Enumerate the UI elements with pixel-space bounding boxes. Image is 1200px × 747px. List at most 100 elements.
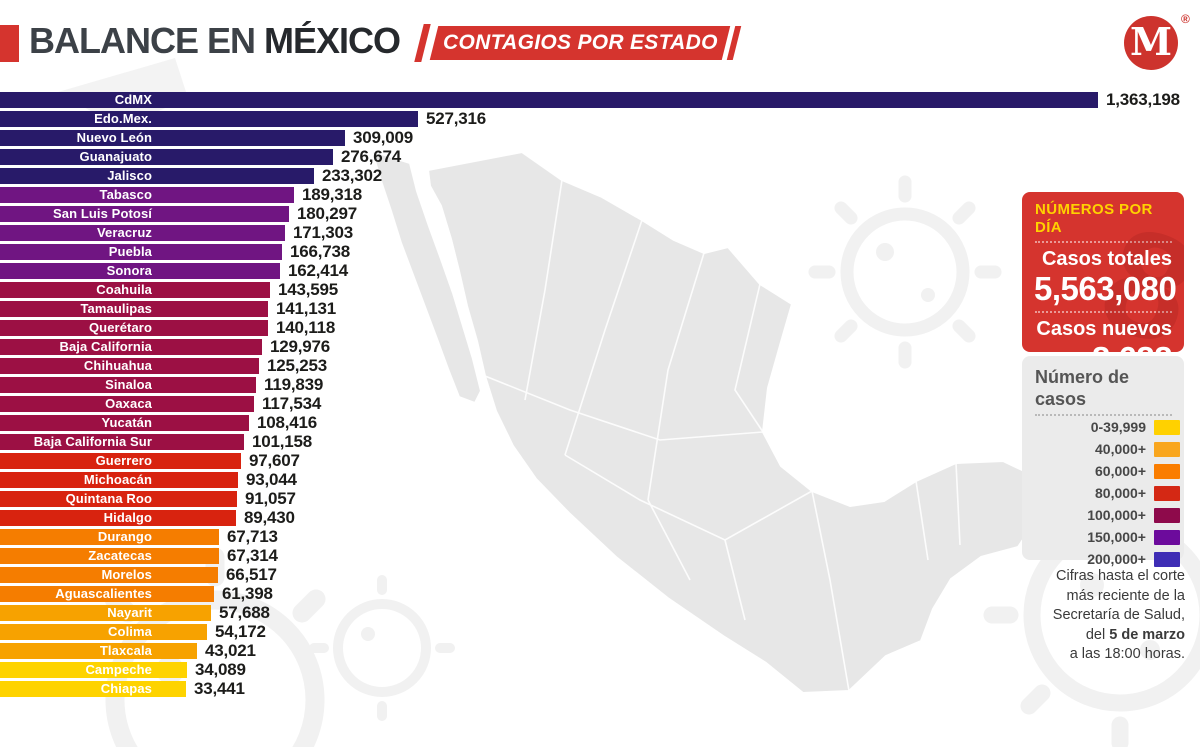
bar-row: Veracruz 171,303 xyxy=(0,223,1200,242)
value-label: 91,057 xyxy=(245,489,296,508)
bar xyxy=(0,453,241,469)
bar-row: Nuevo León 309,009 xyxy=(0,129,1200,147)
bar xyxy=(0,529,219,545)
legend-item: 80,000+ xyxy=(1022,486,1180,501)
state-label: Tamaulipas xyxy=(80,301,152,316)
bar xyxy=(0,472,238,488)
legend-color-swatch xyxy=(1154,420,1180,435)
total-cases-label: Casos totales xyxy=(1041,248,1172,270)
bar-row: Hidalgo 89,430 xyxy=(0,509,1200,527)
footnote: Cifras hasta el corte más reciente de la… xyxy=(1003,567,1185,665)
state-label: San Luis Potosí xyxy=(52,206,152,221)
bar-row: Sonora 162,414 xyxy=(0,261,1200,280)
bar xyxy=(0,301,268,317)
bar-row: Quintana Roo 91,057 xyxy=(0,489,1200,508)
state-label: Puebla xyxy=(108,244,152,259)
bar-row: Sinaloa 119,839 xyxy=(0,375,1200,394)
state-label: Colima xyxy=(108,624,152,639)
state-borders xyxy=(484,179,961,692)
mainland xyxy=(427,151,1042,694)
value-label: 61,398 xyxy=(222,584,273,603)
value-label: 97,607 xyxy=(249,451,300,470)
state-label: Sonora xyxy=(106,263,152,278)
legend-color-swatch xyxy=(1154,508,1180,523)
bar xyxy=(0,358,259,374)
bar xyxy=(0,149,333,165)
legend-item-label: 100,000+ xyxy=(1087,507,1146,523)
bar-chart: CdMX 1,363,198 Edo.Mex. 527,316 Nuevo León 30… xyxy=(0,90,1200,702)
bar-row: Coahuila 143,595 xyxy=(0,281,1200,299)
registered-mark: ® xyxy=(1181,12,1190,26)
bar xyxy=(0,681,186,697)
bar-row: Michoacán 93,044 xyxy=(0,471,1200,489)
bar xyxy=(0,168,314,184)
dotted-divider xyxy=(1035,241,1172,243)
state-label: Chihuahua xyxy=(83,358,152,373)
new-cases-label: Casos nuevos xyxy=(1036,318,1172,340)
state-label: Morelos xyxy=(101,567,152,582)
bar-row: Guanajuato 276,674 xyxy=(0,148,1200,166)
state-label: Chiapas xyxy=(100,681,152,696)
page-title-bold: MÉXICO xyxy=(264,20,401,61)
bar-row: Oaxaca 117,534 xyxy=(0,394,1200,413)
state-label: Tabasco xyxy=(99,187,152,202)
bar xyxy=(0,491,237,507)
value-label: 1,363,198 xyxy=(1106,90,1180,109)
page-title: BALANCE EN MÉXICO xyxy=(29,20,401,61)
legend-color-swatch xyxy=(1154,486,1180,501)
bar-row: Guerrero 97,607 xyxy=(0,451,1200,470)
legend-rows: 0-39,999 40,000+ 60,000+ 80,000+ 100,000+ 150… xyxy=(1022,420,1184,567)
state-label: Coahuila xyxy=(96,282,152,297)
value-label: 66,517 xyxy=(226,565,277,584)
bar xyxy=(0,206,289,222)
bar-row: San Luis Potosí 180,297 xyxy=(0,204,1200,223)
bar-row: Baja California 129,976 xyxy=(0,337,1200,356)
total-cases-value: 5,563,080 xyxy=(1034,270,1177,307)
bar-row: Chiapas 33,441 xyxy=(0,680,1200,698)
bar-row: Yucatán 108,416 xyxy=(0,414,1200,432)
value-label: 171,303 xyxy=(293,223,354,242)
legend-item-label: 80,000+ xyxy=(1095,485,1146,501)
state-label: Veracruz xyxy=(96,225,152,240)
header-badge: CONTAGIOS POR ESTADO xyxy=(429,26,731,60)
state-label: Sinaloa xyxy=(105,377,152,392)
value-label: 34,089 xyxy=(195,660,246,679)
bar-row: Morelos 66,517 xyxy=(0,565,1200,584)
state-label: CdMX xyxy=(114,92,152,107)
state-label: Nuevo León xyxy=(76,130,152,145)
legend-item-label: 0-39,999 xyxy=(1090,419,1146,435)
bar-row: Puebla 166,738 xyxy=(0,242,1200,261)
value-label: 101,158 xyxy=(252,432,313,451)
value-label: 119,839 xyxy=(264,375,324,394)
state-label: Quintana Roo xyxy=(65,491,152,506)
state-label: Durango xyxy=(97,529,152,544)
bar xyxy=(0,187,294,203)
value-label: 140,118 xyxy=(276,318,336,337)
bar-row: Edo.Mex. 527,316 xyxy=(0,110,1200,128)
value-label: 180,297 xyxy=(297,204,358,223)
value-label: 129,976 xyxy=(270,337,331,356)
value-label: 166,738 xyxy=(290,242,351,261)
bar xyxy=(0,282,270,298)
value-label: 125,253 xyxy=(267,356,328,375)
header-accent-block xyxy=(0,25,19,62)
state-label: Tlaxcala xyxy=(99,643,152,658)
value-label: 43,021 xyxy=(205,641,256,660)
bar-row: Colima 54,172 xyxy=(0,623,1200,641)
bar xyxy=(0,567,218,583)
state-label: Edo.Mex. xyxy=(94,111,152,126)
legend-item: 0-39,999 xyxy=(1022,420,1180,435)
bar xyxy=(0,415,249,431)
bar xyxy=(0,377,256,393)
bar xyxy=(0,624,207,640)
state-label: Querétaro xyxy=(88,320,152,335)
legend-color-swatch xyxy=(1154,442,1180,457)
bar-row: Tlaxcala 43,021 xyxy=(0,641,1200,660)
bar xyxy=(0,111,418,127)
legend-panel: Número de casos 0-39,999 40,000+ 60,000+ 80… xyxy=(1022,356,1184,567)
value-label: 162,414 xyxy=(288,261,349,280)
legend-item: 40,000+ xyxy=(1022,442,1180,457)
bar xyxy=(0,130,345,146)
value-label: 117,534 xyxy=(262,394,322,413)
